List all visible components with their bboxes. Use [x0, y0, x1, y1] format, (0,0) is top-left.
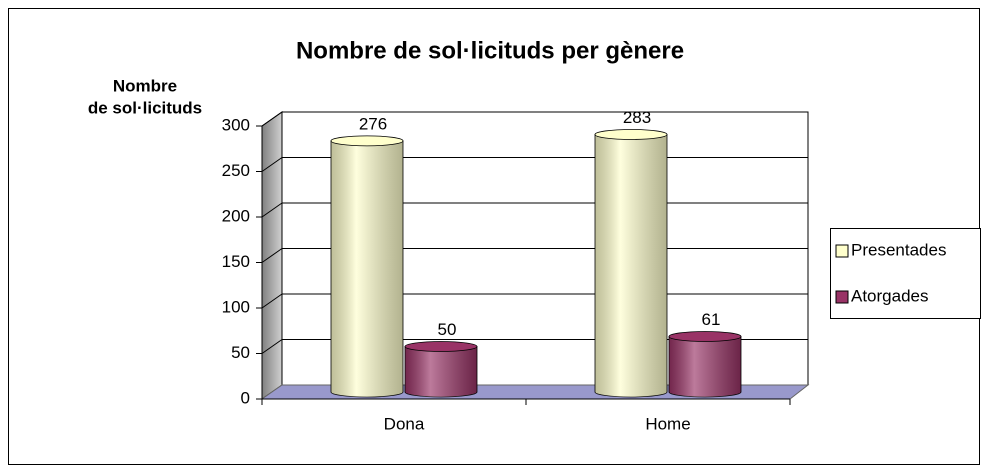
y-tick-label: 200 [222, 206, 250, 225]
bar-top [594, 129, 668, 140]
y-tick-label: 300 [222, 115, 250, 134]
y-tick-label: 250 [222, 161, 250, 180]
grid-line [261, 339, 283, 354]
bar-top [330, 135, 404, 147]
x-tick-label: Dona [384, 414, 425, 433]
value-label: 61 [702, 310, 721, 329]
grid-line [261, 111, 283, 127]
bar-shade [595, 134, 667, 397]
value-label: 276 [359, 114, 387, 133]
bar-shade [405, 346, 477, 397]
legend-swatch [835, 290, 849, 304]
grid-line [261, 293, 283, 309]
chart-title: Nombre de sol·licituds per gènere [296, 37, 684, 64]
y-tick-label: 50 [231, 343, 250, 362]
y-axis-label: Nombre [113, 76, 177, 95]
bar-shade [669, 336, 741, 397]
value-label: 50 [438, 320, 457, 339]
y-tick-label: 150 [222, 252, 250, 271]
grid-line [261, 202, 283, 218]
y-axis-label: de sol·licituds [88, 98, 202, 117]
y-tick-label: 0 [241, 388, 250, 407]
x-tick-label: Home [645, 414, 690, 433]
bar-shade [331, 140, 403, 397]
bar-top [404, 341, 478, 352]
grid-line [261, 157, 283, 172]
legend-label: Atorgades [851, 286, 929, 305]
y-tick-label: 100 [222, 297, 250, 316]
legend [830, 228, 981, 319]
bar-top [668, 331, 742, 342]
grid-line [261, 248, 283, 263]
value-label: 283 [623, 108, 651, 127]
legend-swatch [835, 244, 849, 258]
legend-label: Presentades [851, 240, 946, 259]
